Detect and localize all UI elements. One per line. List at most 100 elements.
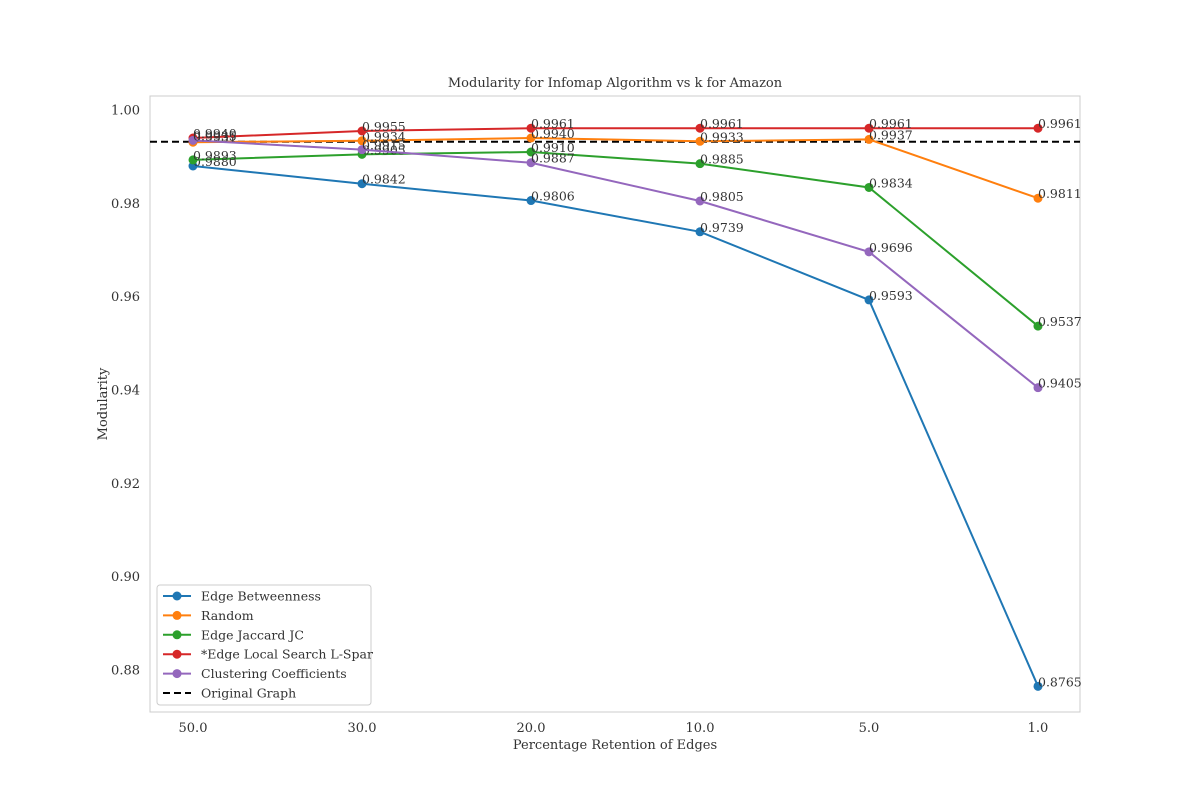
- series-line: [192, 139, 1039, 389]
- data-point: [526, 158, 536, 168]
- chart-title: Modularity for Infomap Algorithm vs k fo…: [448, 76, 783, 91]
- data-label: 0.9537: [1038, 314, 1082, 329]
- data-label: 0.9961: [531, 116, 575, 131]
- legend-swatch-marker: [172, 649, 182, 659]
- data-point: [1033, 681, 1043, 691]
- y-tick-label: 1.00: [111, 104, 140, 119]
- legend: Edge Betweenness Random Edge Jaccard JC *Ed…: [156, 584, 373, 706]
- legend-swatch-marker: [172, 610, 182, 620]
- data-label: 0.9915: [362, 138, 406, 153]
- data-label: 0.9893: [193, 148, 237, 163]
- x-axis-label: Percentage Retention of Edges: [513, 738, 717, 753]
- legend-swatch-marker: [172, 669, 182, 679]
- data-point: [357, 126, 367, 136]
- data-label: 0.9880: [193, 154, 237, 169]
- x-tick-label: 10.0: [686, 721, 715, 736]
- legend-swatch-marker: [172, 591, 182, 601]
- data-label: 0.9934: [362, 129, 406, 144]
- data-label: 0.9696: [869, 240, 913, 255]
- series-line: [192, 165, 1039, 687]
- data-point: [695, 196, 705, 206]
- data-label: 0.9961: [1038, 116, 1082, 131]
- legend-swatch-marker: [172, 630, 182, 640]
- data-point: [695, 159, 705, 169]
- legend-entry: Original Graph: [163, 686, 296, 701]
- data-point: [1033, 383, 1043, 393]
- x-tick-label: 1.0: [1028, 721, 1049, 736]
- data-label: 0.9805: [700, 189, 744, 204]
- data-point: [695, 227, 705, 237]
- data-label: 0.9933: [700, 129, 744, 144]
- legend-label: Clustering Coefficients: [201, 666, 347, 681]
- series-group: 0.9893 0.9905 0.9910 0.9885 0.9834 0.9537: [188, 140, 1082, 331]
- legend-label: Edge Jaccard JC: [201, 627, 304, 642]
- series-group: 0.9880 0.9842 0.9806 0.9739 0.9593 0.8765: [188, 154, 1082, 691]
- data-label: 0.9910: [531, 140, 575, 155]
- x-tick-label: 30.0: [348, 721, 377, 736]
- x-tick-label: 20.0: [517, 721, 546, 736]
- data-label: 0.9739: [700, 220, 744, 235]
- data-point: [695, 136, 705, 146]
- data-label: 0.9887: [531, 151, 575, 166]
- data-label: 0.9937: [869, 127, 913, 142]
- data-point: [1033, 193, 1043, 203]
- data-label: 0.9935: [193, 128, 237, 143]
- data-point: [526, 147, 536, 157]
- plot-area-frame: [149, 95, 1081, 713]
- legend-label: Original Graph: [201, 686, 296, 701]
- data-point: [1033, 123, 1043, 133]
- data-label: 0.9955: [362, 119, 406, 134]
- legend-entry: Clustering Coefficients: [163, 666, 347, 681]
- x-axis-ticks: 50.0 30.0 20.0 10.0 5.0 1.0: [179, 721, 1049, 736]
- legend-box: [156, 584, 372, 706]
- data-point: [864, 134, 874, 144]
- legend-label: Random: [201, 608, 254, 623]
- data-point: [357, 179, 367, 189]
- data-point: [526, 196, 536, 206]
- series-line: [192, 136, 1039, 200]
- legend-entry: *Edge Local Search L-Spar: [163, 647, 373, 662]
- data-label: 0.9885: [700, 152, 744, 167]
- data-point: [526, 123, 536, 133]
- data-label: 0.9961: [869, 116, 913, 131]
- data-point: [357, 136, 367, 146]
- data-point: [695, 123, 705, 133]
- data-label: 0.9940: [193, 126, 237, 141]
- y-tick-label: 0.90: [111, 570, 140, 585]
- x-tick-label: 5.0: [859, 721, 880, 736]
- series-group: 0.9935 0.9915 0.9887 0.9805 0.9696 0.9405: [188, 128, 1082, 393]
- data-label: 0.9842: [362, 172, 406, 187]
- data-label: 0.9940: [531, 126, 575, 141]
- legend-entry: Edge Betweenness: [163, 589, 321, 604]
- data-point: [864, 295, 874, 305]
- y-tick-label: 0.88: [111, 664, 140, 679]
- data-point: [188, 135, 198, 145]
- series-group: 0.9940 0.9955 0.9961 0.9961 0.9961 0.9961: [188, 116, 1082, 143]
- series-line: [192, 127, 1038, 139]
- y-tick-label: 0.94: [111, 384, 140, 399]
- legend-entry: Edge Jaccard JC: [163, 627, 304, 642]
- data-label: 0.9811: [1038, 186, 1082, 201]
- y-tick-label: 0.92: [111, 477, 140, 492]
- data-point: [1033, 321, 1043, 331]
- legend-label: *Edge Local Search L-Spar: [201, 647, 373, 662]
- data-point: [864, 182, 874, 192]
- data-label: 0.9806: [531, 189, 575, 204]
- data-point: [188, 155, 198, 165]
- data-point: [357, 145, 367, 155]
- y-axis-ticks: 0.88 0.90 0.92 0.94 0.96 0.98 1.00: [111, 104, 140, 679]
- data-label: 0.9905: [362, 142, 406, 157]
- data-label: 0.9405: [1038, 376, 1082, 391]
- series-layer: 0.9880 0.9842 0.9806 0.9739 0.9593 0.8765 0.99…: [188, 116, 1082, 691]
- data-label: 0.9834: [869, 175, 913, 190]
- data-label: 0.8765: [1038, 674, 1082, 689]
- y-tick-label: 0.96: [111, 290, 140, 305]
- data-label: 0.9961: [700, 116, 744, 131]
- data-label: 0.9593: [869, 288, 913, 303]
- series-line: [192, 150, 1039, 327]
- data-point: [526, 133, 536, 143]
- y-tick-label: 0.98: [111, 197, 140, 212]
- x-tick-label: 50.0: [179, 721, 208, 736]
- data-point: [864, 247, 874, 257]
